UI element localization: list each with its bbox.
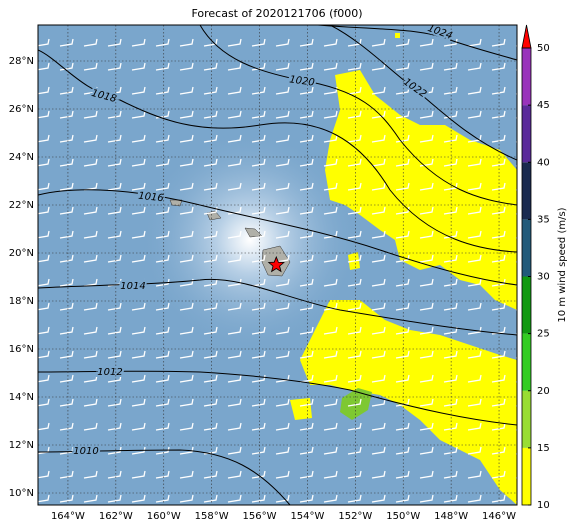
chart-title: Forecast of 2020121706 (f000) [191, 7, 362, 20]
contour [329, 25, 517, 161]
x-tick-label: 150°W [386, 511, 420, 522]
colorbar-label: 10 m wind speed (m/s) [557, 207, 568, 322]
colorbar-tick-label: 30 [537, 272, 550, 283]
contour-label: 1014 [120, 281, 145, 292]
contour [38, 370, 517, 426]
colorbar-tick-label: 10 [537, 500, 550, 511]
y-tick-label: 12°N [9, 440, 34, 451]
frame [37, 24, 518, 506]
colorbar-tick-label: 45 [537, 100, 550, 111]
x-tick-label: 160°W [147, 511, 181, 522]
contour-label: 1016 [138, 191, 164, 205]
contour [199, 25, 517, 206]
x-tick-label: 152°W [338, 511, 372, 522]
y-tick-label: 18°N [9, 296, 34, 307]
contour-label: 1010 [73, 446, 98, 457]
y-tick-label: 20°N [9, 248, 34, 259]
grid [38, 25, 517, 505]
colorbar-extend [521, 24, 532, 49]
colorbar-segment [522, 219, 531, 277]
contour [38, 189, 517, 286]
contour [38, 49, 517, 253]
y-tick-label: 10°N [9, 488, 34, 499]
y-tick-label: 26°N [9, 104, 34, 115]
x-tick-label: 162°W [99, 511, 133, 522]
contour-label: 1012 [97, 367, 122, 378]
colorbar-tick-label: 40 [537, 157, 550, 168]
y-tick-label: 16°N [9, 344, 34, 355]
colorbar-tick-label: 50 [537, 43, 550, 54]
colorbar-segment [522, 48, 531, 106]
map-area: 1024 1022 1020 1018 1016 1014 1012 1010 [38, 25, 517, 505]
y-tick-label: 28°N [9, 56, 34, 67]
colorbar-segment [522, 333, 531, 391]
location-marker [267, 255, 285, 273]
x-tick-label: 146°W [482, 511, 516, 522]
y-tick-label: 14°N [9, 392, 34, 403]
colorbar-tick-label: 20 [537, 386, 550, 397]
contour [38, 449, 291, 505]
colorbar-tick-label: 35 [537, 214, 550, 225]
colorbar-segment [522, 105, 531, 163]
y-tick-label: 22°N [9, 200, 34, 211]
y-tick-label: 24°N [9, 152, 34, 163]
colorbar-segment [522, 447, 531, 505]
x-tick-label: 148°W [434, 511, 468, 522]
contour [38, 278, 517, 336]
contour [317, 25, 517, 61]
x-tick-label: 164°W [51, 511, 85, 522]
x-tick-label: 154°W [290, 511, 324, 522]
colorbar-tick-label: 15 [537, 443, 550, 454]
colorbar-segment [522, 390, 531, 448]
markers [267, 255, 285, 273]
x-tick-label: 158°W [195, 511, 229, 522]
colorbar-segment [522, 162, 531, 220]
colorbar-segment [522, 276, 531, 334]
axes: 164°W 162°W 160°W 158°W 156°W 154°W 152°W 150°W… [9, 24, 550, 522]
colorbar-tick-label: 25 [537, 329, 550, 340]
x-tick-label: 156°W [243, 511, 277, 522]
